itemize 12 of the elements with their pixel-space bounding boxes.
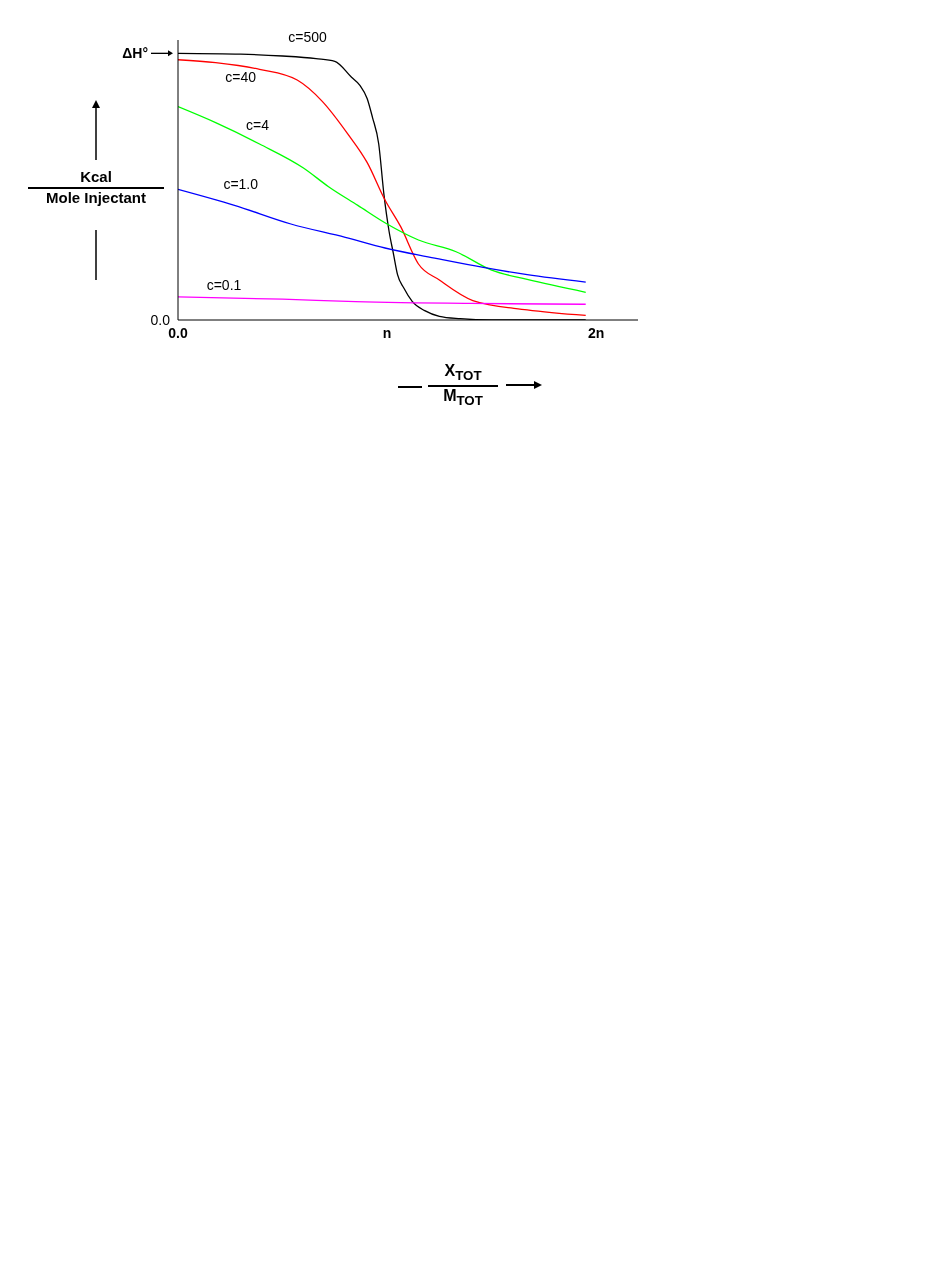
series-label: c=1.0 — [223, 175, 259, 192]
text: ΔH° — [122, 45, 148, 62]
x-tick-label: n — [382, 324, 392, 341]
x-tick-label: 0.0 — [168, 324, 188, 341]
series-label: c=4 — [245, 117, 270, 134]
y-axis-title: Kcal Mole Injectant — [45, 168, 147, 206]
series-label: c=40 — [225, 69, 257, 86]
x-axis-title: X$_{TOT}$ M$_{TOT}$ — [442, 362, 484, 409]
x-tick-label: 2n — [588, 324, 605, 341]
text: 0.0 — [150, 312, 171, 328]
series-label: c=0.1 — [206, 277, 242, 294]
series-label: c=500 — [288, 29, 328, 46]
